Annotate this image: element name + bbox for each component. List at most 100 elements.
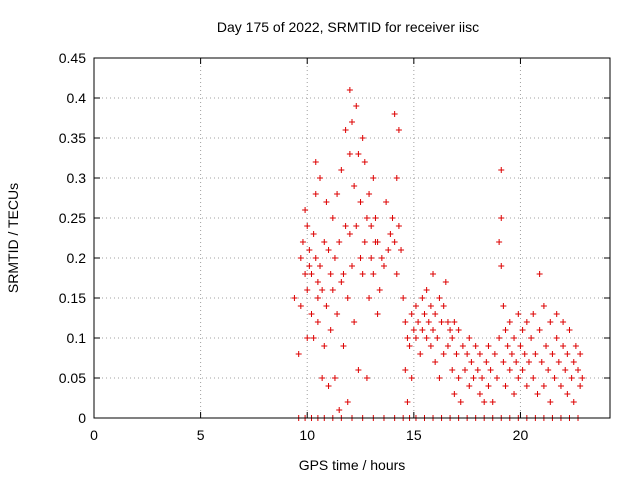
data-point bbox=[515, 375, 522, 381]
data-point bbox=[415, 319, 422, 325]
y-tick-label: 0.35 bbox=[59, 130, 86, 146]
data-point bbox=[393, 271, 400, 277]
data-point bbox=[491, 351, 498, 357]
data-point bbox=[331, 375, 338, 381]
data-point bbox=[485, 343, 492, 349]
data-point bbox=[455, 375, 462, 381]
data-point bbox=[506, 367, 513, 373]
data-point bbox=[334, 311, 341, 317]
data-point bbox=[553, 335, 560, 341]
data-point bbox=[353, 103, 360, 109]
data-point bbox=[370, 175, 377, 181]
data-point bbox=[342, 127, 349, 133]
data-point bbox=[511, 391, 518, 397]
y-tick-label: 0.1 bbox=[67, 330, 87, 346]
data-point bbox=[464, 351, 471, 357]
data-point bbox=[508, 351, 515, 357]
data-point bbox=[430, 327, 437, 333]
data-point bbox=[419, 327, 426, 333]
data-point bbox=[502, 327, 509, 333]
data-point bbox=[412, 335, 419, 341]
data-point bbox=[302, 207, 309, 213]
data-point bbox=[504, 343, 511, 349]
data-point bbox=[436, 295, 443, 301]
data-point bbox=[378, 255, 385, 261]
data-point bbox=[515, 311, 522, 317]
data-point bbox=[366, 191, 373, 197]
data-point bbox=[427, 303, 434, 309]
data-point bbox=[327, 327, 334, 333]
data-point bbox=[496, 335, 503, 341]
data-point bbox=[540, 303, 547, 309]
data-point bbox=[323, 303, 330, 309]
data-point bbox=[359, 135, 366, 141]
data-point bbox=[404, 335, 411, 341]
data-point bbox=[376, 287, 383, 293]
data-point bbox=[560, 343, 567, 349]
data-point bbox=[444, 319, 451, 325]
data-point bbox=[530, 311, 537, 317]
data-point bbox=[372, 215, 379, 221]
axes: 0 0.05 0.1 0.15 0.2 0.25 0.3 0.35 0.4 0.45 0 5 10 15 2… bbox=[59, 50, 610, 443]
data-point bbox=[295, 351, 302, 357]
data-point bbox=[340, 271, 347, 277]
data-point bbox=[434, 335, 441, 341]
data-point bbox=[521, 351, 528, 357]
data-point bbox=[402, 319, 409, 325]
data-point bbox=[511, 335, 518, 341]
data-point bbox=[472, 343, 479, 349]
data-point bbox=[351, 319, 358, 325]
data-point bbox=[400, 295, 407, 301]
data-point bbox=[536, 271, 543, 277]
data-point bbox=[540, 383, 547, 389]
data-point bbox=[513, 359, 520, 365]
data-point bbox=[368, 223, 375, 229]
data-point bbox=[363, 215, 370, 221]
data-point bbox=[314, 295, 321, 301]
data-point bbox=[502, 383, 509, 389]
data-point bbox=[481, 399, 488, 405]
data-point bbox=[366, 295, 373, 301]
data-point bbox=[570, 399, 577, 405]
data-point bbox=[523, 319, 530, 325]
data-point bbox=[430, 271, 437, 277]
data-point bbox=[321, 343, 328, 349]
data-point bbox=[355, 367, 362, 373]
data-point bbox=[575, 367, 582, 373]
x-tick-label: 0 bbox=[90, 427, 98, 443]
data-point bbox=[395, 127, 402, 133]
data-point bbox=[319, 287, 326, 293]
data-point bbox=[408, 375, 415, 381]
data-point bbox=[304, 335, 311, 341]
data-point bbox=[395, 223, 402, 229]
plot-frame bbox=[93, 57, 611, 419]
data-point bbox=[302, 271, 309, 277]
data-point bbox=[577, 351, 584, 357]
data-point bbox=[557, 383, 564, 389]
data-point bbox=[519, 367, 526, 373]
data-point bbox=[391, 239, 398, 245]
data-point bbox=[476, 391, 483, 397]
data-point bbox=[547, 399, 554, 405]
data-point bbox=[359, 271, 366, 277]
y-tick-label: 0.4 bbox=[67, 90, 87, 106]
data-point bbox=[549, 351, 556, 357]
data-point bbox=[410, 327, 417, 333]
data-point bbox=[417, 351, 424, 357]
data-point bbox=[483, 359, 490, 365]
data-point bbox=[455, 327, 462, 333]
data-point bbox=[572, 343, 579, 349]
data-point bbox=[489, 399, 496, 405]
data-point bbox=[462, 367, 469, 373]
data-point bbox=[349, 263, 355, 269]
data-point bbox=[306, 247, 313, 253]
data-point bbox=[391, 111, 398, 117]
data-point bbox=[349, 119, 355, 125]
data-point bbox=[566, 327, 573, 333]
data-point bbox=[485, 383, 492, 389]
data-point bbox=[427, 343, 434, 349]
data-point bbox=[562, 367, 569, 373]
data-point bbox=[374, 239, 381, 245]
data-point bbox=[385, 247, 392, 253]
data-point bbox=[355, 151, 362, 157]
